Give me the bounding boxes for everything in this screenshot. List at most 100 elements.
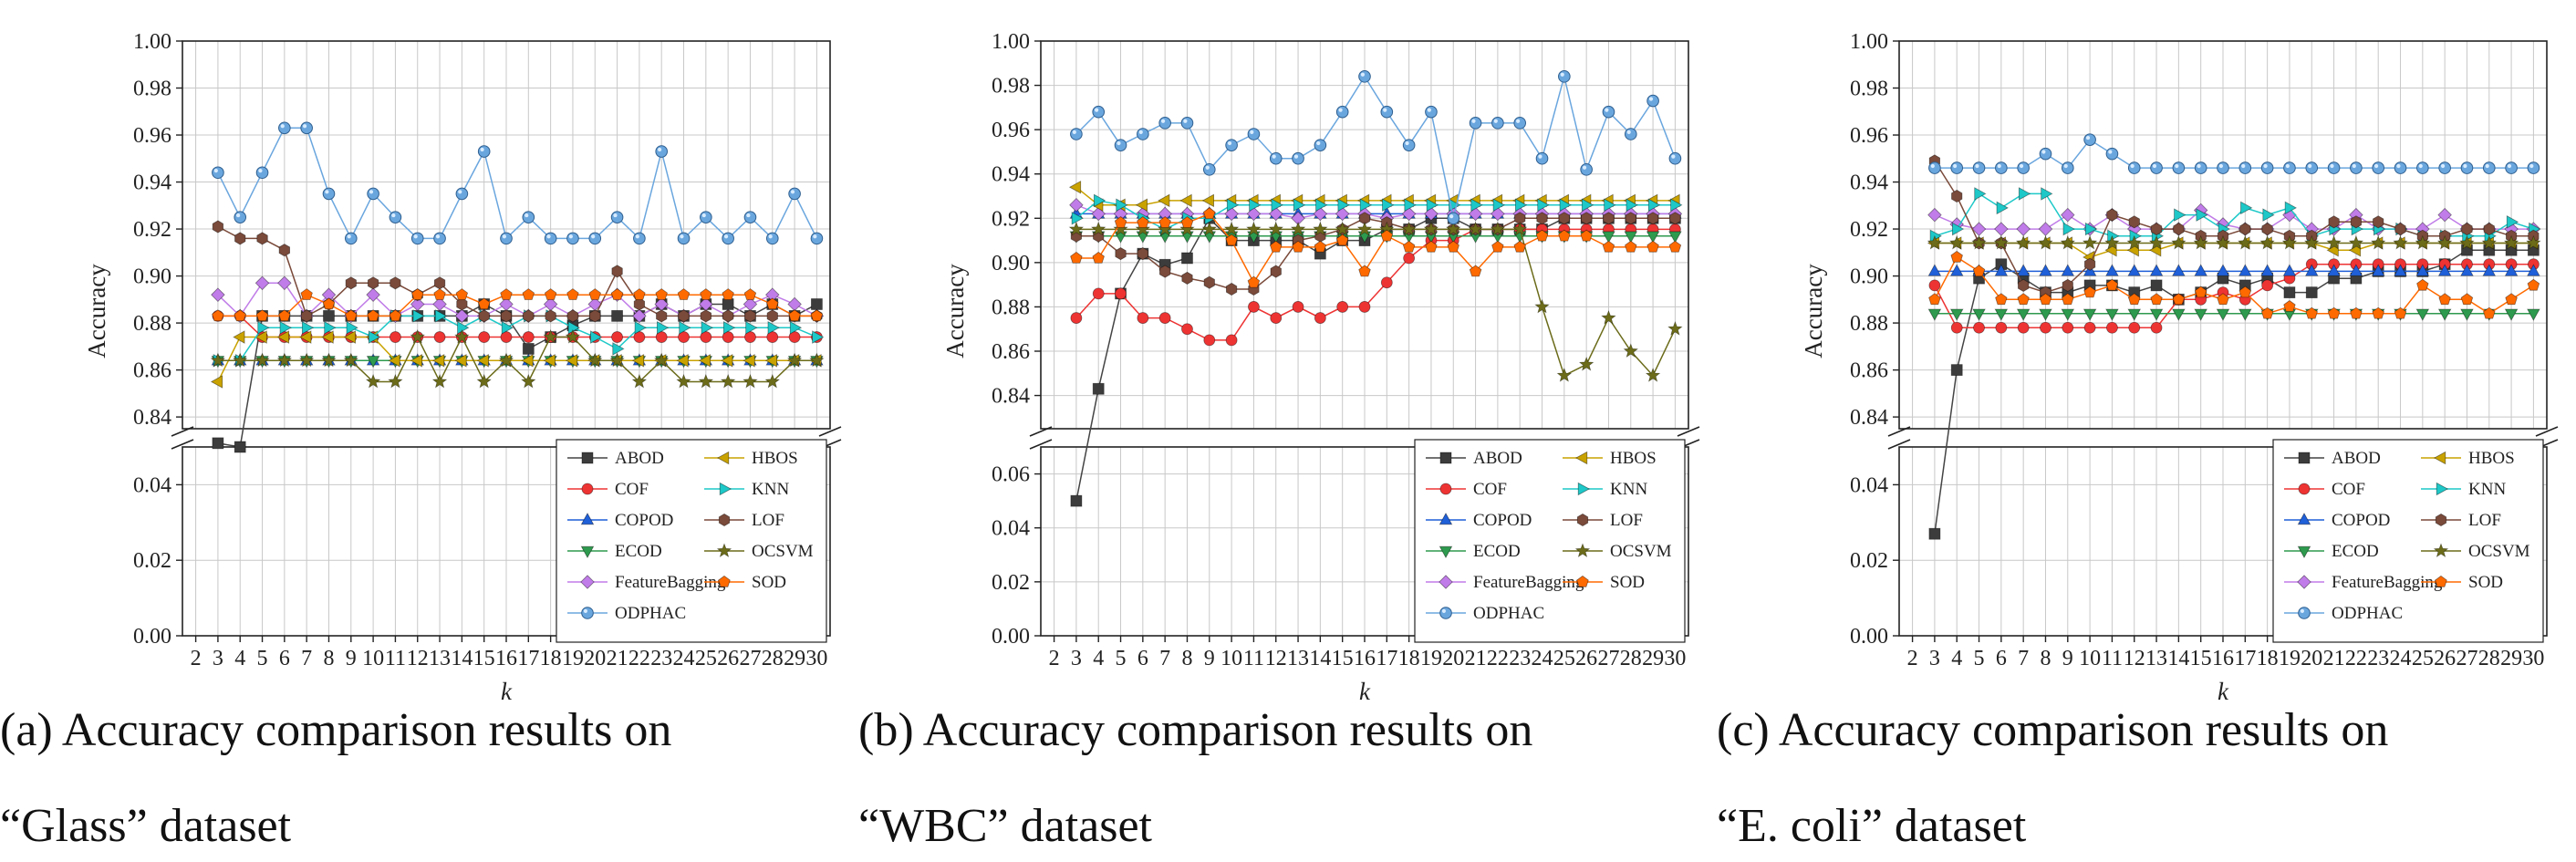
point-OCSVM <box>410 328 426 344</box>
point-LOF <box>2350 215 2362 229</box>
point-SOD <box>1225 234 1238 246</box>
point-SOD <box>477 297 491 310</box>
point-ABOD <box>2283 286 2296 299</box>
point-FeatureBagging <box>1246 206 1262 222</box>
point-HBOS <box>210 375 223 389</box>
point-FeatureBagging <box>2038 222 2053 236</box>
point-OCSVM <box>809 352 825 368</box>
point-OCSVM <box>1556 368 1573 382</box>
y-tick-label: 0.90 <box>1850 265 1888 289</box>
point-COPOD <box>1927 264 1942 276</box>
point-COPOD <box>1949 264 1964 276</box>
marker-highlight <box>2507 163 2512 169</box>
marker-highlight <box>2485 163 2489 169</box>
point-COPOD <box>2061 264 2075 276</box>
marker-highlight <box>2463 163 2467 169</box>
marker-highlight <box>2197 163 2201 169</box>
x-tick-label: 28 <box>762 647 784 670</box>
point-ODPHAC <box>2039 147 2052 161</box>
point-OCSVM <box>1927 234 1943 250</box>
marker-highlight <box>546 234 551 239</box>
point-ODPHAC <box>1995 161 2008 174</box>
x-tick-label: 30 <box>1664 647 1686 670</box>
marker-highlight <box>1626 130 1631 134</box>
point-LOF <box>766 309 778 323</box>
marker-highlight <box>1160 119 1166 123</box>
point-ECOD <box>1602 231 1615 244</box>
point-COPOD <box>2327 264 2341 276</box>
y-tick-label: 0.98 <box>992 75 1030 99</box>
point-OCSVM <box>365 373 381 389</box>
point-OCSVM <box>698 373 714 389</box>
point-ECOD <box>2460 308 2474 321</box>
point-ODPHAC <box>1269 151 1283 165</box>
x-tick-label: 5 <box>1974 647 1985 670</box>
point-SOD <box>788 309 801 322</box>
point-KNN <box>2062 222 2075 236</box>
point-ODPHAC <box>1972 161 1986 174</box>
x-tick-label: 14 <box>451 647 473 670</box>
point-OCSVM <box>343 352 359 368</box>
x-tick-label: 7 <box>2018 647 2029 670</box>
point-OCSVM <box>786 352 803 368</box>
x-tick-label: 17 <box>517 647 539 670</box>
point-FeatureBagging <box>366 287 380 302</box>
marker-highlight <box>435 234 441 239</box>
marker-highlight <box>213 169 218 173</box>
legend-label-OCSVM: OCSVM <box>752 542 814 561</box>
x-tick-label: 21 <box>2323 647 2345 670</box>
series-line-OCSVM <box>1075 228 1677 378</box>
point-SOD <box>633 288 646 300</box>
marker-highlight <box>2418 163 2423 169</box>
point-KNN <box>412 309 425 323</box>
point-FeatureBagging <box>1994 222 2009 236</box>
y-tick-label: 0.94 <box>992 163 1030 187</box>
point-COF <box>1973 321 1985 334</box>
point-KNN <box>501 320 514 335</box>
point-ODPHAC <box>2083 133 2096 146</box>
point-SOD <box>255 309 269 322</box>
point-LOF <box>1581 212 1593 225</box>
point-COF <box>1950 321 1963 334</box>
y-tick-label: 0.00 <box>1850 625 1888 649</box>
series-ECOD <box>1927 308 2540 321</box>
point-ECOD <box>2083 308 2097 321</box>
point-ECOD <box>1202 231 1217 244</box>
legend-label-ODPHAC: ODPHAC <box>2332 604 2403 623</box>
point-SOD <box>566 288 579 300</box>
point-FeatureBagging <box>1424 206 1439 222</box>
y-axis-label: Accuracy <box>83 264 110 358</box>
point-COPOD <box>2304 264 2319 276</box>
point-ODPHAC <box>1602 105 1615 119</box>
point-SOD <box>1972 265 1986 277</box>
point-ODPHAC <box>212 166 224 180</box>
point-ODPHAC <box>500 232 513 245</box>
point-ECOD <box>2172 308 2186 321</box>
series-line-OCSVM <box>217 335 817 384</box>
point-OCSVM <box>1268 221 1284 236</box>
point-ABOD <box>1070 494 1083 507</box>
point-COF <box>1314 312 1326 324</box>
point-LOF <box>2083 257 2096 271</box>
x-tick-label: 28 <box>2478 647 2500 670</box>
series-SOD <box>1928 250 2540 319</box>
point-COPOD <box>2349 264 2363 276</box>
point-HBOS <box>276 330 290 344</box>
legend-label-ODPHAC: ODPHAC <box>1473 604 1544 623</box>
point-ODPHAC <box>344 232 358 245</box>
point-HBOS <box>1135 198 1148 212</box>
series-OCSVM <box>1927 234 2541 250</box>
marker-highlight <box>369 190 374 194</box>
point-OCSVM <box>1157 221 1173 236</box>
point-COPOD <box>2260 264 2274 276</box>
point-FeatureBagging <box>2437 207 2452 223</box>
point-HBOS <box>476 354 489 368</box>
point-OCSVM <box>2148 234 2165 250</box>
point-COF <box>2106 321 2118 334</box>
point-LOF <box>2328 215 2340 229</box>
point-COPOD <box>2504 264 2519 276</box>
caption-b-line2: “WBC” dataset <box>858 800 1152 852</box>
point-KNN <box>1470 198 1483 212</box>
point-OCSVM <box>1179 221 1195 236</box>
point-KNN <box>2262 208 2275 222</box>
